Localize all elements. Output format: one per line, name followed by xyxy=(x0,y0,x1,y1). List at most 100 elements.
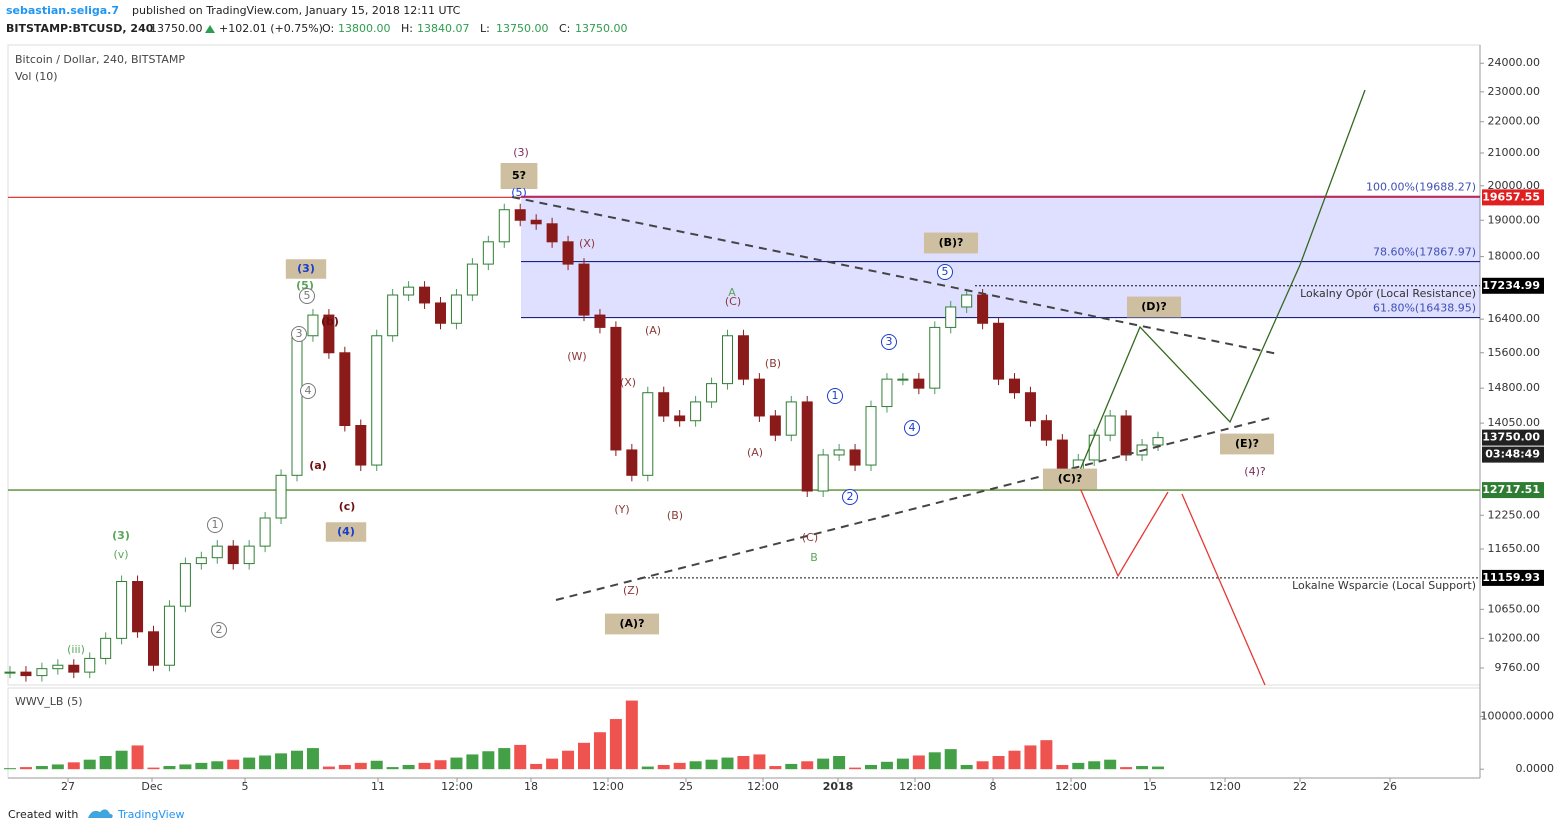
ohlc-value: 13750.00 xyxy=(575,22,628,35)
up-arrow xyxy=(205,25,215,33)
wave-circle xyxy=(881,334,897,350)
wwv-bar xyxy=(817,758,830,770)
fib-zone xyxy=(521,196,1480,318)
candle xyxy=(52,664,64,670)
candle xyxy=(865,406,877,466)
candle xyxy=(498,209,510,243)
x-tick-label: 15 xyxy=(1143,780,1157,793)
candle xyxy=(562,241,574,265)
candle xyxy=(116,581,128,639)
y-tick-label: 22000.00 xyxy=(1488,115,1541,128)
candle xyxy=(403,286,415,296)
wave-label: (v) xyxy=(113,548,128,561)
candle xyxy=(897,378,909,381)
candle xyxy=(913,378,925,389)
y-tick-label: 10650.00 xyxy=(1488,602,1541,615)
wave-circle xyxy=(291,326,307,342)
wave-label: (B) xyxy=(765,357,781,370)
x-tick-label: 18 xyxy=(524,780,538,793)
y-tick-label: 14800.00 xyxy=(1488,381,1541,394)
trendline xyxy=(555,417,1271,601)
candle xyxy=(530,219,542,225)
fib-label: 78.60%(17867.97) xyxy=(1373,246,1476,259)
wwv-bar xyxy=(35,766,48,770)
wave-label: 5 xyxy=(304,289,311,302)
countdown: 03:48:49 xyxy=(1485,448,1540,461)
logo xyxy=(88,809,113,818)
candle xyxy=(1024,392,1036,422)
author[interactable]: sebastian.seliga.7 xyxy=(6,4,119,17)
y-tick-label: 21000.00 xyxy=(1488,146,1541,159)
wwv-bar xyxy=(275,753,288,770)
candle xyxy=(514,209,526,221)
wave-label: 1 xyxy=(832,389,839,402)
wave-circle xyxy=(207,517,223,533)
candle xyxy=(833,449,845,456)
candle xyxy=(1120,415,1132,456)
wave-label: (5) xyxy=(511,186,527,199)
wwv-bar xyxy=(1152,766,1164,770)
candle xyxy=(753,378,765,417)
ohlc-value: 13750.00 xyxy=(496,22,549,35)
wwv-bar xyxy=(753,754,766,770)
candle xyxy=(419,286,431,304)
wwv-bar xyxy=(1056,764,1069,770)
wwv-bar xyxy=(1136,766,1149,770)
footer-brand[interactable]: TradingView xyxy=(117,808,184,821)
y-tick-label: 18000.00 xyxy=(1488,250,1541,263)
resistance-label: Lokalny Opór (Local Resistance) xyxy=(1300,287,1476,300)
candle xyxy=(275,474,287,519)
wwv-bar xyxy=(721,757,734,770)
label-background xyxy=(604,613,660,635)
wwv-bar xyxy=(705,759,718,770)
label-background xyxy=(285,259,327,279)
wwv-bar xyxy=(131,745,144,770)
wwv-bar xyxy=(880,761,893,770)
y-tick-label: 23000.00 xyxy=(1488,85,1541,98)
wwv-bar xyxy=(4,768,16,770)
candle xyxy=(243,545,255,565)
price-badge-label: 19657.55 xyxy=(1482,190,1540,203)
wave-label: 3 xyxy=(296,327,303,340)
candle xyxy=(227,545,239,565)
wave-label: A xyxy=(728,286,736,299)
candle xyxy=(68,664,80,673)
wwv-bar xyxy=(896,758,909,770)
candle xyxy=(36,668,48,677)
wwv-bar xyxy=(227,759,240,770)
wave-label: 5? xyxy=(512,169,526,182)
volume-label: Vol (10) xyxy=(15,70,58,83)
wwv-bar xyxy=(179,764,192,770)
wwv-label: WWV_LB (5) xyxy=(15,695,83,708)
candle xyxy=(466,263,478,296)
price-badge-label: 11159.93 xyxy=(1482,571,1540,584)
candle xyxy=(785,401,797,436)
countdown-badge xyxy=(1482,446,1544,463)
candle xyxy=(179,563,191,607)
candle xyxy=(706,383,718,403)
wwv-bar xyxy=(498,748,511,770)
wave-label: (X) xyxy=(620,376,636,389)
wwv-bar xyxy=(450,757,463,770)
wwv-bar xyxy=(1104,759,1117,770)
wave-label: (Y) xyxy=(614,503,629,516)
wave-label: (4)? xyxy=(1244,465,1266,478)
wave-label: (3) xyxy=(112,529,130,542)
price-badge xyxy=(1482,569,1544,586)
wwv-bar xyxy=(482,751,495,770)
wwv-bar xyxy=(912,755,925,770)
x-tick-label: 11 xyxy=(371,780,385,793)
trendline xyxy=(511,196,1279,355)
candle xyxy=(339,352,351,427)
candle xyxy=(546,223,558,243)
fib-label: 100.00%(19688.27) xyxy=(1366,180,1476,193)
wave-circle xyxy=(827,388,843,404)
wwv-bar xyxy=(386,767,399,770)
label-background xyxy=(1219,433,1275,455)
wwv-bar xyxy=(992,755,1005,770)
candle xyxy=(690,401,702,422)
x-tick-label: 12:00 xyxy=(1209,780,1241,793)
x-tick-label: 12:00 xyxy=(899,780,931,793)
candle xyxy=(1152,437,1164,446)
